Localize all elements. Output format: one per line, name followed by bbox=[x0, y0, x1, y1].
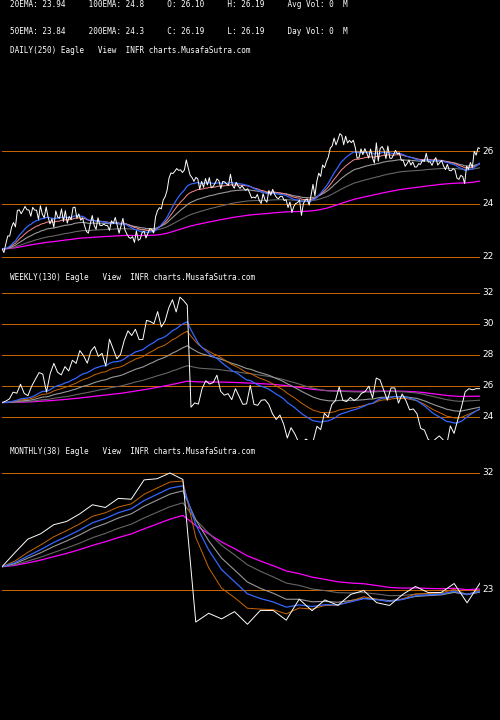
Text: 50EMA: 23.84     200EMA: 24.3     C: 26.19     L: 26.19     Day Vol: 0  M: 50EMA: 23.84 200EMA: 24.3 C: 26.19 L: 26… bbox=[10, 27, 347, 37]
Text: WEEKLY(130) Eagle   View  INFR charts.MusafaSutra.com: WEEKLY(130) Eagle View INFR charts.Musaf… bbox=[10, 274, 255, 282]
Text: 24: 24 bbox=[482, 199, 494, 209]
Text: 22: 22 bbox=[482, 252, 494, 261]
Text: 28: 28 bbox=[482, 350, 494, 359]
Text: MONTHLY(38) Eagle   View  INFR charts.MusafaSutra.com: MONTHLY(38) Eagle View INFR charts.Musaf… bbox=[10, 446, 255, 456]
Text: 30: 30 bbox=[482, 319, 494, 328]
Text: 24: 24 bbox=[482, 413, 494, 421]
Text: 26: 26 bbox=[482, 147, 494, 156]
Text: 26: 26 bbox=[482, 382, 494, 390]
Text: 20EMA: 23.94     100EMA: 24.8     O: 26.10     H: 26.19     Avg Vol: 0  M: 20EMA: 23.94 100EMA: 24.8 O: 26.10 H: 26… bbox=[10, 0, 347, 9]
Text: 23: 23 bbox=[482, 585, 494, 594]
Text: 32: 32 bbox=[482, 469, 494, 477]
Text: 32: 32 bbox=[482, 288, 494, 297]
Text: DAILY(250) Eagle   View  INFR charts.MusafaSutra.com: DAILY(250) Eagle View INFR charts.Musafa… bbox=[10, 46, 250, 55]
